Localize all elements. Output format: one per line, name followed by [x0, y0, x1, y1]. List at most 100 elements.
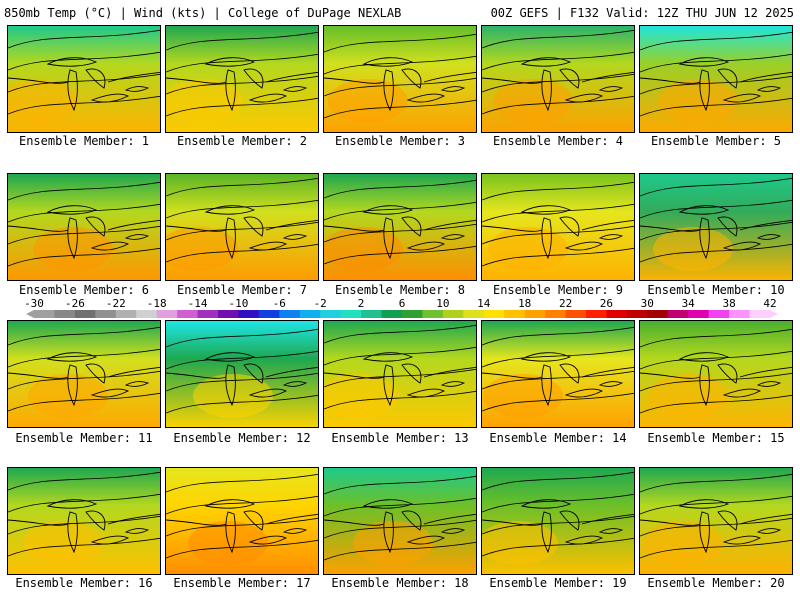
great-lakes-outline: [324, 352, 476, 407]
height-contours: [324, 475, 476, 561]
height-contours: [482, 29, 634, 115]
warm-anomaly: [28, 374, 108, 418]
colorbar-low-arrow: [26, 310, 34, 318]
colorbar-tick-label: 10: [436, 297, 449, 310]
colorbar-tick-label: 38: [722, 297, 735, 310]
warm-anomaly: [488, 227, 568, 271]
chart-title: 850mb Temp (°C) | Wind (kts) | College o…: [4, 6, 402, 20]
colorbar-swatch: [34, 310, 55, 318]
ensemble-member-map: [481, 467, 635, 575]
ensemble-member-label: Ensemble Member: 8: [334, 283, 466, 297]
colorbar-tick-label: -6: [273, 297, 286, 310]
ensemble-member-map: [481, 25, 635, 133]
great-lakes-outline: [324, 499, 476, 554]
height-contours: [8, 181, 160, 267]
colorbar-tick-label: -14: [188, 297, 208, 310]
colorbar-swatch: [340, 310, 362, 318]
colorbar-swatch: [688, 310, 710, 318]
great-lakes-outline: [8, 205, 160, 260]
colorbar-tick-label: 30: [641, 297, 654, 310]
great-lakes-outline: [482, 352, 634, 407]
colorbar-swatch: [565, 310, 587, 318]
colorbar-swatch: [647, 310, 669, 318]
colorbar-tick-label: 14: [477, 297, 491, 310]
colorbar-swatch: [115, 310, 137, 318]
colorbar-swatch: [708, 310, 730, 318]
great-lakes-outline: [324, 57, 476, 112]
colorbar-tick-label: -26: [65, 297, 85, 310]
colorbar-tick-label: -10: [228, 297, 248, 310]
ensemble-member-map: [165, 25, 319, 133]
colorbar-tick-label: -18: [147, 297, 167, 310]
ensemble-member-label: Ensemble Member: 15: [647, 431, 785, 445]
colorbar-swatch: [136, 310, 158, 318]
ensemble-member-map: [481, 173, 635, 281]
height-contours: [166, 177, 318, 263]
warm-anomaly: [324, 227, 403, 271]
ensemble-member-label: Ensemble Member: 11: [15, 431, 153, 445]
ensemble-member-label: Ensemble Member: 9: [492, 283, 624, 297]
ensemble-member-label: Ensemble Member: 18: [331, 576, 469, 590]
great-lakes-outline: [166, 57, 318, 112]
ensemble-member-map: [165, 320, 319, 428]
height-contours: [482, 181, 634, 267]
height-contours: [640, 177, 792, 263]
warm-anomaly: [493, 79, 573, 123]
colorbar-tick-label: 26: [600, 297, 613, 310]
colorbar-swatch: [197, 310, 219, 318]
colorbar-swatch: [299, 310, 321, 318]
warm-anomaly: [658, 79, 738, 123]
temperature-colorbar: -30 -26 -22 -18 -14 -10 -6 -2 2 6 10 14 18 22 26 30 34 38…: [24, 297, 778, 318]
colorbar-swatch: [238, 310, 260, 318]
warm-anomaly: [324, 374, 398, 418]
great-lakes-outline: [8, 57, 160, 112]
height-contours: [324, 324, 476, 410]
warm-anomaly: [328, 79, 408, 123]
colorbar-tick-label: -30: [24, 297, 44, 310]
colorbar-swatch: [749, 310, 771, 318]
height-contours: [166, 328, 318, 414]
great-lakes-outline: [640, 205, 792, 260]
great-lakes-outline: [482, 57, 634, 112]
warm-anomaly: [33, 227, 113, 271]
colorbar-tick-label: -22: [106, 297, 126, 310]
great-lakes-outline: [166, 205, 318, 260]
ensemble-member-map: [639, 320, 793, 428]
great-lakes-outline: [640, 352, 792, 407]
great-lakes-outline: [640, 499, 792, 554]
colorbar-tick-label: 18: [518, 297, 531, 310]
ensemble-member-map: [639, 467, 793, 575]
ensemble-member-label: Ensemble Member: 2: [176, 134, 308, 148]
ensemble-member-map: [639, 173, 793, 281]
colorbar-swatch: [402, 310, 423, 318]
colorbar-swatch: [463, 310, 485, 318]
warm-anomaly: [648, 374, 728, 418]
ensemble-member-label: Ensemble Member: 20: [647, 576, 785, 590]
ensemble-member-map: [7, 173, 161, 281]
colorbar-swatch: [218, 310, 239, 318]
warm-anomaly: [483, 374, 563, 418]
ensemble-member-map: [481, 320, 635, 428]
ensemble-member-map: [7, 467, 161, 575]
colorbar-swatch: [177, 310, 199, 318]
warm-anomaly: [193, 374, 273, 418]
ensemble-member-label: Ensemble Member: 3: [334, 134, 466, 148]
warm-anomaly: [482, 521, 558, 565]
ensemble-member-label: Ensemble Member: 16: [15, 576, 153, 590]
ensemble-member-label: Ensemble Member: 19: [489, 576, 627, 590]
colorbar-swatch: [667, 310, 689, 318]
warm-anomaly: [23, 521, 103, 565]
great-lakes-outline: [8, 499, 160, 554]
ensemble-member-label: Ensemble Member: 10: [647, 283, 785, 297]
colorbar-swatch: [729, 310, 751, 318]
colorbar-high-arrow: [770, 310, 778, 318]
great-lakes-outline: [8, 352, 160, 407]
colorbar-swatch: [258, 310, 280, 318]
ensemble-member-label: Ensemble Member: 4: [492, 134, 624, 148]
warm-anomaly: [166, 79, 243, 123]
colorbar-tick-label: 22: [559, 297, 572, 310]
great-lakes-outline: [324, 205, 476, 260]
ensemble-member-map: [323, 173, 477, 281]
colorbar-tick-label: -2: [314, 297, 327, 310]
warm-anomaly: [166, 227, 238, 271]
